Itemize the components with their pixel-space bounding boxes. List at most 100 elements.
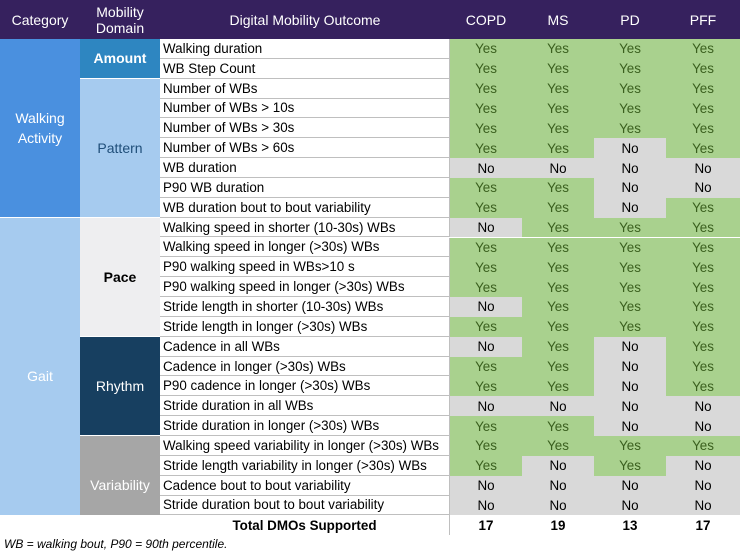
outcome-label-text: Cadence in longer (>30s) WBs: [163, 358, 346, 374]
value-cell: Yes: [522, 257, 594, 278]
value-cell-text: Yes: [475, 319, 497, 335]
value-cell-text: Yes: [547, 239, 569, 255]
outcome-label: Cadence in all WBs: [160, 336, 450, 357]
outcome-label: Number of WBs > 30s: [160, 118, 450, 139]
value-cell-text: Yes: [547, 378, 569, 394]
domain-pattern-text: Pattern: [97, 139, 143, 156]
value-cell-text: Yes: [547, 299, 569, 315]
value-cell: Yes: [450, 356, 522, 377]
value-cell-text: Yes: [475, 61, 497, 77]
outcome-label-text: Walking speed variability in longer (>30…: [163, 437, 439, 453]
value-cell-text: No: [477, 299, 495, 315]
header-domain: Mobility Domain: [80, 0, 160, 39]
value-cell-text: Yes: [619, 438, 641, 454]
value-cell-text: Yes: [547, 200, 569, 216]
value-cell-text: Yes: [475, 120, 497, 136]
value-cell: Yes: [450, 197, 522, 218]
value-cell: No: [450, 336, 522, 357]
value-cell: Yes: [666, 297, 740, 317]
value-cell: Yes: [666, 316, 740, 337]
value-cell-text: Yes: [475, 41, 497, 57]
total-value-text: 19: [550, 517, 566, 533]
value-cell: No: [522, 158, 594, 178]
value-cell: No: [450, 158, 522, 178]
value-cell: Yes: [522, 98, 594, 119]
value-cell: Yes: [522, 58, 594, 79]
value-cell: Yes: [594, 297, 666, 317]
outcome-label: Number of WBs > 60s: [160, 138, 450, 159]
value-cell: Yes: [450, 455, 522, 476]
value-cell: Yes: [450, 237, 522, 258]
value-cell: Yes: [522, 376, 594, 397]
value-cell-text: Yes: [475, 100, 497, 116]
value-cell: No: [594, 177, 666, 198]
outcome-label-text: Stride duration in longer (>30s) WBs: [163, 418, 380, 434]
value-cell: No: [450, 396, 522, 417]
value-cell: Yes: [594, 217, 666, 238]
outcome-label: Number of WBs: [160, 78, 450, 99]
outcome-label: Walking speed variability in longer (>30…: [160, 436, 450, 456]
value-cell-text: Yes: [619, 319, 641, 335]
header-col-pff: PFF: [666, 0, 740, 39]
value-cell: Yes: [666, 58, 740, 79]
outcome-label-text: Number of WBs > 30s: [163, 120, 295, 136]
domain-variability-text: Variability: [90, 477, 150, 494]
header-outcome: Digital Mobility Outcome: [160, 0, 450, 39]
value-cell-text: Yes: [547, 418, 569, 434]
value-cell-text: Yes: [547, 438, 569, 454]
value-cell: Yes: [450, 436, 522, 456]
domain-amount: Amount: [80, 39, 160, 79]
value-cell-text: Yes: [475, 458, 497, 474]
outcome-label-text: P90 WB duration: [163, 179, 265, 195]
totals-label: Total DMOs Supported: [160, 515, 450, 536]
value-cell: Yes: [666, 356, 740, 377]
header-col-label: PFF: [689, 11, 717, 28]
value-cell: No: [450, 475, 522, 496]
header-outcome-label: Digital Mobility Outcome: [229, 11, 381, 28]
outcome-label: Cadence in longer (>30s) WBs: [160, 356, 450, 377]
value-cell-text: No: [621, 378, 639, 394]
outcome-label-text: Walking duration: [163, 40, 263, 56]
value-cell: No: [666, 158, 740, 178]
value-cell-text: Yes: [619, 61, 641, 77]
value-cell: Yes: [522, 217, 594, 238]
domain-amount-text: Amount: [93, 50, 147, 67]
value-cell-text: Yes: [692, 438, 714, 454]
outcome-label: Stride duration bout to bout variability: [160, 495, 450, 516]
value-cell: No: [450, 217, 522, 238]
category-gait-text: Gait: [27, 367, 53, 384]
value-cell-text: Yes: [692, 140, 714, 156]
value-cell-text: Yes: [547, 140, 569, 156]
value-cell: Yes: [594, 118, 666, 139]
header-category: Category: [0, 0, 80, 39]
outcome-label-text: Cadence bout to bout variability: [163, 477, 351, 493]
value-cell: Yes: [522, 316, 594, 337]
value-cell: Yes: [594, 277, 666, 298]
domain-pace: Pace: [80, 217, 160, 337]
value-cell-text: Yes: [692, 359, 714, 375]
outcome-label-text: Number of WBs > 60s: [163, 140, 295, 156]
domain-pace-text: Pace: [103, 268, 137, 285]
value-cell-text: Yes: [692, 200, 714, 216]
value-cell: Yes: [594, 455, 666, 476]
value-cell: Yes: [666, 237, 740, 258]
value-cell-text: No: [477, 398, 495, 414]
outcome-label: P90 walking speed in longer (>30s) WBs: [160, 277, 450, 298]
value-cell: Yes: [666, 217, 740, 238]
header-col-ms: MS: [522, 0, 594, 39]
value-cell: No: [666, 455, 740, 476]
outcome-label: Cadence bout to bout variability: [160, 475, 450, 496]
value-cell-text: No: [621, 339, 639, 355]
value-cell-text: No: [621, 160, 639, 176]
outcome-label-text: P90 walking speed in longer (>30s) WBs: [163, 279, 405, 295]
outcome-label-text: Walking speed in longer (>30s) WBs: [163, 239, 380, 255]
value-cell-text: Yes: [692, 61, 714, 77]
value-cell: Yes: [450, 58, 522, 79]
value-cell: Yes: [522, 177, 594, 198]
value-cell-text: Yes: [619, 259, 641, 275]
value-cell: Yes: [522, 436, 594, 456]
value-cell: Yes: [450, 138, 522, 159]
value-cell-text: Yes: [692, 220, 714, 236]
value-cell: No: [594, 158, 666, 178]
value-cell: No: [594, 197, 666, 218]
